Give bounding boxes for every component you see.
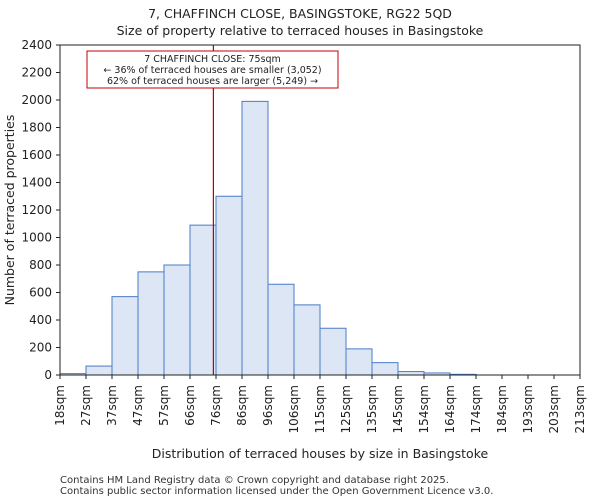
- x-tick-label: 154sqm: [417, 385, 431, 433]
- bar-57sqm: [163, 264, 191, 376]
- x-tick-label: 96sqm: [261, 385, 275, 426]
- x-tick-label: 27sqm: [79, 385, 93, 426]
- bar-76sqm: [215, 195, 243, 376]
- bar-37sqm: [111, 296, 139, 376]
- x-tick-label: 66sqm: [183, 385, 197, 426]
- bar-27sqm: [85, 365, 113, 376]
- x-tick-label: 106sqm: [287, 385, 301, 433]
- x-tick-label: 115sqm: [313, 385, 327, 433]
- bar-135sqm: [371, 362, 399, 376]
- annotation-line-1: 7 CHAFFINCH CLOSE: 75sqm: [144, 54, 281, 65]
- footer-line-1: Contains HM Land Registry data © Crown c…: [60, 475, 449, 486]
- x-tick-label: 193sqm: [521, 385, 535, 433]
- chart-subtitle: Size of property relative to terraced ho…: [116, 23, 484, 38]
- y-tick-label: 1600: [21, 148, 52, 162]
- bar-86sqm: [241, 100, 269, 376]
- x-tick-label: 125sqm: [339, 385, 353, 433]
- x-tick-label: 174sqm: [469, 385, 483, 433]
- x-tick-label: 86sqm: [235, 385, 249, 426]
- y-tick-label: 200: [29, 341, 52, 355]
- bar-115sqm: [319, 327, 347, 376]
- bar-106sqm: [293, 304, 321, 376]
- y-tick-label: 1000: [21, 231, 52, 245]
- y-tick-label: 2000: [21, 93, 52, 107]
- bar-47sqm: [137, 271, 165, 376]
- y-tick-label: 1800: [21, 121, 52, 135]
- chart-title: 7, CHAFFINCH CLOSE, BASINGSTOKE, RG22 5Q…: [148, 6, 452, 21]
- y-axis-ticks: 0 200 400 600 800 1000 1200 1400 1600 1800 2000 220…: [21, 38, 60, 382]
- x-tick-label: 37sqm: [105, 385, 119, 426]
- x-tick-label: 18sqm: [53, 385, 67, 426]
- x-axis-label: Distribution of terraced houses by size …: [152, 446, 489, 461]
- y-tick-label: 0: [44, 368, 52, 382]
- x-tick-label: 76sqm: [209, 385, 223, 426]
- annotation-line-3: 62% of terraced houses are larger (5,249…: [107, 76, 318, 87]
- bars-group: [59, 100, 477, 376]
- footer-line-2: Contains public sector information licen…: [60, 486, 494, 497]
- y-tick-label: 400: [29, 313, 52, 327]
- y-tick-label: 1400: [21, 176, 52, 190]
- plot-frame: [59, 44, 581, 376]
- x-tick-label: 47sqm: [131, 385, 145, 426]
- y-tick-label: 2200: [21, 66, 52, 80]
- annotation-box: [86, 50, 339, 89]
- bar-125sqm: [345, 348, 373, 376]
- x-tick-label: 184sqm: [495, 385, 509, 433]
- x-tick-label: 213sqm: [573, 385, 587, 433]
- x-tick-label: 164sqm: [443, 385, 457, 433]
- bar-145sqm: [397, 371, 425, 376]
- bar-66sqm: [189, 224, 217, 376]
- x-tick-label: 135sqm: [365, 385, 379, 433]
- x-tick-label: 145sqm: [391, 385, 405, 433]
- y-axis-label: Number of terraced properties: [2, 115, 17, 306]
- bar-96sqm: [267, 283, 295, 376]
- x-tick-label: 203sqm: [547, 385, 561, 433]
- y-tick-label: 2400: [21, 38, 52, 52]
- y-tick-label: 600: [29, 286, 52, 300]
- y-tick-label: 1200: [21, 203, 52, 217]
- y-tick-label: 800: [29, 258, 52, 272]
- x-tick-label: 57sqm: [157, 385, 171, 426]
- x-axis-ticks: 18sqm 27sqm 37sqm 47sqm 57sqm 66sqm 76sqm 86sqm…: [53, 375, 587, 433]
- annotation-line-2: ← 36% of terraced houses are smaller (3,…: [103, 65, 321, 76]
